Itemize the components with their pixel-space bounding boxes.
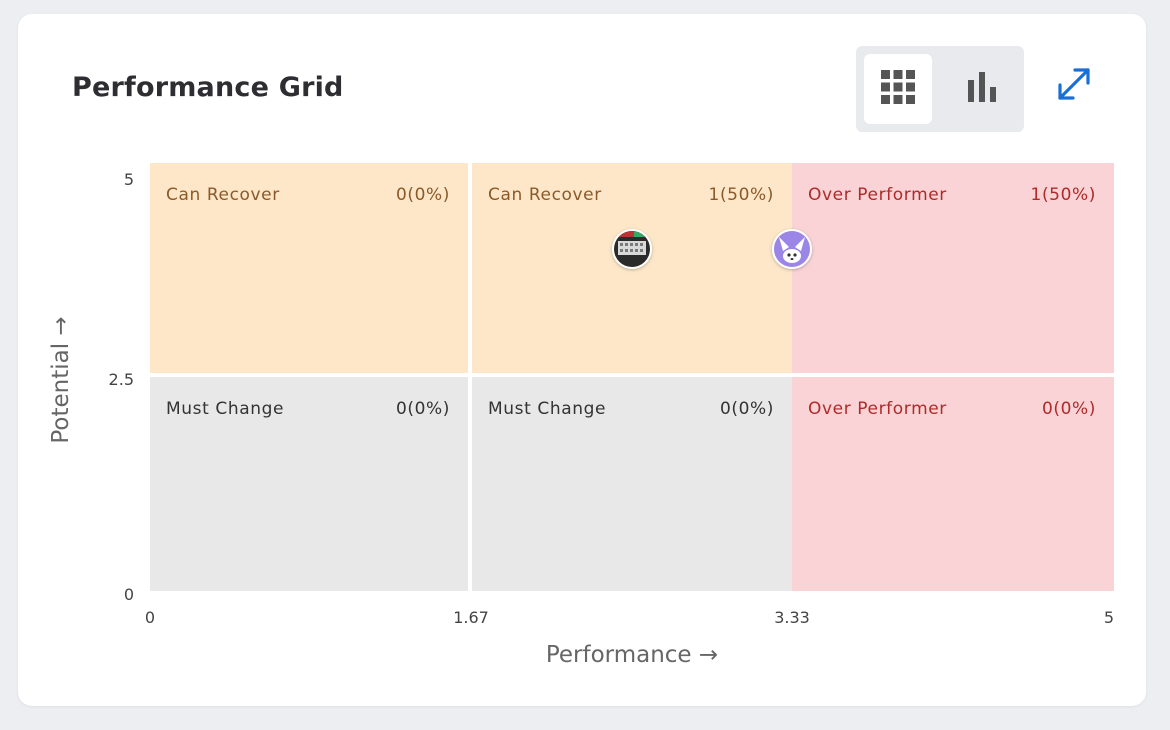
x-tick-label: 5 xyxy=(1103,608,1115,627)
y-tick-label: 5 xyxy=(123,170,134,189)
view-toggle xyxy=(856,46,1024,132)
x-tick-label: 3.33 xyxy=(774,608,810,627)
cell-count: 0(0%) xyxy=(395,399,450,419)
cell-count: 0(0%) xyxy=(719,399,774,419)
y-axis-label: Potential → xyxy=(48,316,74,444)
bar-chart-icon xyxy=(967,72,997,106)
performance-grid-plot: Can Recover 0(0%) Can Recover 1(50%) Ove… xyxy=(150,163,1114,591)
cell-label: Can Recover xyxy=(166,185,280,205)
y-tick-label: 2.5 xyxy=(108,370,134,389)
cell-count: 1(50%) xyxy=(1030,185,1096,205)
cell-can-recover-low-performance[interactable]: Can Recover 0(0%) xyxy=(150,163,470,375)
y-tick-label: 0 xyxy=(123,585,134,604)
grid-icon xyxy=(881,70,915,108)
cell-count: 0(0%) xyxy=(1041,399,1096,419)
cell-label: Over Performer xyxy=(808,399,947,419)
grid-view-button[interactable] xyxy=(864,54,932,124)
expand-icon xyxy=(1056,66,1092,106)
bar-view-button[interactable] xyxy=(948,54,1016,124)
x-tick-label: 1.67 xyxy=(453,608,489,627)
page-title: Performance Grid xyxy=(72,72,344,103)
cell-must-change-mid-performance[interactable]: Must Change 0(0%) xyxy=(472,377,792,591)
cell-label: Can Recover xyxy=(488,185,602,205)
x-tick-label: 0 xyxy=(144,608,156,627)
cell-label: Must Change xyxy=(488,399,607,419)
x-axis-label: Performance → xyxy=(545,642,719,668)
cell-over-performer-high-potential[interactable]: Over Performer 1(50%) xyxy=(792,163,1114,375)
photo-avatar[interactable] xyxy=(612,228,652,269)
cell-must-change-low-performance[interactable]: Must Change 0(0%) xyxy=(150,377,470,591)
cell-label: Over Performer xyxy=(808,185,947,205)
cat-avatar[interactable] xyxy=(772,228,813,269)
cell-can-recover-mid-performance[interactable]: Can Recover 1(50%) xyxy=(472,163,792,375)
cell-label: Must Change xyxy=(166,399,285,419)
cell-count: 0(0%) xyxy=(395,185,450,205)
cell-count: 1(50%) xyxy=(708,185,774,205)
cell-over-performer-low-potential[interactable]: Over Performer 0(0%) xyxy=(792,377,1114,591)
expand-button[interactable] xyxy=(1052,64,1096,108)
